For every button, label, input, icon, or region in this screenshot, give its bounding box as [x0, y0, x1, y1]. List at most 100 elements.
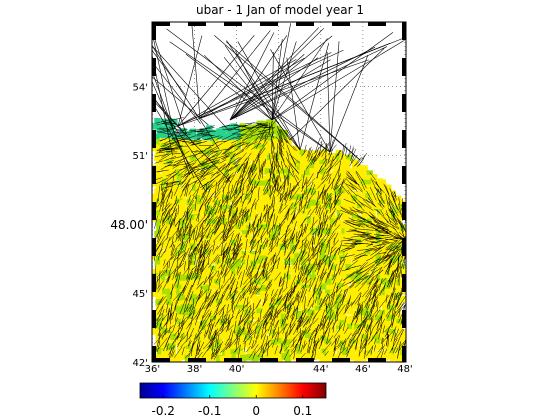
velocity-arrow: [244, 308, 255, 323]
field-cell: [165, 324, 173, 332]
field-cell: [176, 334, 183, 341]
velocity-arrow: [353, 196, 366, 208]
velocity-arrow: [235, 174, 244, 183]
velocity-arrow: [320, 330, 325, 346]
field-cell: [152, 193, 158, 201]
field-cell: [280, 288, 288, 296]
field-cell: [276, 324, 284, 331]
field-cell: [214, 279, 221, 286]
field-cell: [160, 154, 168, 161]
field-cell: [152, 328, 159, 335]
field-cell: [351, 260, 358, 267]
velocity-arrow: [331, 334, 340, 346]
velocity-arrow: [236, 266, 240, 274]
velocity-arrow: [157, 269, 164, 277]
velocity-arrow: [249, 336, 253, 345]
velocity-arrow: [200, 172, 214, 178]
field-cell: [319, 355, 326, 362]
velocity-arrow: [166, 343, 169, 352]
field-cell: [379, 248, 387, 255]
field-cell: [281, 348, 289, 356]
velocity-arrow: [345, 260, 359, 271]
field-cell: [314, 284, 322, 292]
field-cell: [300, 178, 307, 185]
velocity-arrow: [241, 166, 245, 183]
velocity-arrow: [188, 218, 191, 236]
colorbar-tick-label: 0: [252, 404, 260, 418]
field-cell: [361, 259, 368, 266]
field-cell: [174, 284, 182, 292]
lon-tick-label: 40': [229, 364, 244, 375]
velocity-arrow: [195, 132, 204, 136]
velocity-arrow: [300, 330, 307, 341]
velocity-arrow: [233, 320, 237, 334]
field-cell: [180, 208, 187, 215]
velocity-arrow: [291, 165, 297, 171]
velocity-arrow: [205, 161, 216, 172]
field-cell: [311, 300, 318, 308]
velocity-arrow: [199, 224, 211, 238]
velocity-arrow: [197, 321, 202, 333]
velocity-arrow: [163, 335, 170, 352]
velocity-arrow: [206, 227, 212, 240]
velocity-arrow: [249, 267, 254, 279]
velocity-arrow: [162, 279, 169, 290]
field-cell: [315, 343, 323, 351]
field-cell: [349, 200, 357, 208]
velocity-arrow: [295, 257, 299, 273]
field-cell: [309, 274, 317, 282]
field-cell: [164, 224, 171, 232]
field-cell: [301, 313, 309, 320]
field-cell: [169, 324, 177, 332]
velocity-arrow: [242, 297, 247, 311]
field-cell: [320, 249, 327, 256]
velocity-arrow: [203, 271, 214, 286]
field-cell: [319, 160, 326, 167]
field-cell: [299, 185, 307, 193]
field-cell: [175, 198, 183, 205]
field-cell: [371, 273, 378, 280]
velocity-arrow: [199, 255, 206, 273]
field-cell: [245, 284, 253, 292]
velocity-arrow: [229, 271, 234, 280]
field-cell: [239, 350, 246, 358]
velocity-arrow: [163, 147, 178, 150]
field-cell: [334, 199, 342, 206]
field-cell: [281, 133, 288, 141]
field-cell: [300, 269, 308, 276]
field-cell: [235, 175, 243, 182]
velocity-arrow: [232, 193, 245, 206]
field-cell: [241, 230, 249, 237]
field-cell: [236, 243, 244, 250]
velocity-arrow: [195, 208, 201, 221]
frame-segment: [152, 238, 156, 256]
field-cell: [164, 333, 171, 340]
velocity-arrow: [297, 266, 303, 278]
lat-tick-label: 54': [133, 82, 148, 93]
velocity-arrow: [291, 338, 301, 353]
field-cell: [170, 329, 178, 336]
velocity-arrow: [360, 333, 364, 342]
velocity-arrow: [370, 306, 373, 317]
field-cell: [310, 208, 318, 216]
field-cell: [225, 254, 232, 262]
velocity-arrow: [233, 249, 235, 257]
field-cell: [226, 129, 234, 137]
field-cell: [379, 199, 387, 207]
field-cell: [384, 203, 392, 210]
velocity-arrow: [317, 178, 327, 189]
velocity-arrow: [384, 238, 397, 241]
frame-segment: [188, 358, 206, 362]
field-cell: [155, 299, 162, 306]
velocity-arrow: [162, 202, 170, 211]
velocity-arrow: [283, 176, 287, 193]
field-cell: [160, 235, 168, 242]
velocity-arrow: [278, 276, 282, 285]
velocity-arrow: [235, 252, 239, 260]
field-cell: [254, 295, 262, 303]
field-cell: [380, 265, 388, 273]
velocity-arrow: [209, 142, 223, 151]
field-cell: [241, 334, 248, 342]
velocity-arrow: [225, 246, 232, 261]
field-cell: [255, 329, 263, 337]
